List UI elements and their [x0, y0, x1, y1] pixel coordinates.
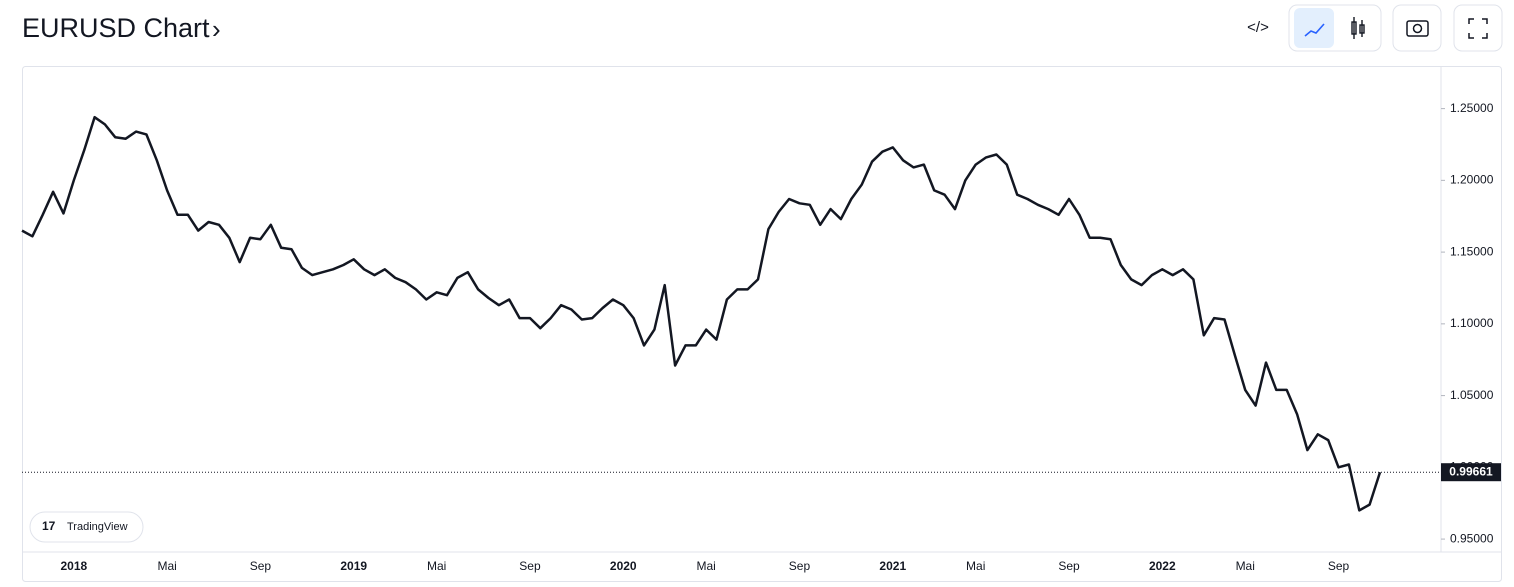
y-tick-label: 1.15000	[1450, 244, 1494, 258]
brand-name: TradingView	[67, 521, 128, 533]
y-tick-label: 1.05000	[1450, 388, 1494, 402]
x-tick-label: Mai	[157, 559, 176, 573]
x-tick-label: Mai	[427, 559, 446, 573]
candle-style-button[interactable]	[1351, 17, 1365, 39]
chart-frame	[22, 66, 1502, 582]
brand-badge[interactable]	[29, 511, 144, 543]
price-line	[21, 115, 1382, 512]
x-tick-label: Mai	[1236, 559, 1255, 573]
y-tick-label: 1.20000	[1450, 173, 1494, 187]
x-tick-label: Mai	[697, 559, 716, 573]
camera-icon	[1406, 20, 1429, 37]
last-price-tag	[1441, 463, 1501, 482]
x-tick-label: 2021	[879, 559, 906, 573]
x-tick-label: Sep	[1328, 559, 1350, 573]
y-tick-label: 0.95000	[1450, 531, 1494, 545]
x-tick-label: 2020	[610, 559, 637, 573]
embed-button[interactable]: </>	[1247, 19, 1269, 36]
x-tick-label: 2019	[340, 559, 367, 573]
x-tick-label: Sep	[789, 559, 811, 573]
x-tick-label: Sep	[250, 559, 272, 573]
x-tick-label: Mai	[966, 559, 985, 573]
plot	[21, 115, 1441, 512]
snapshot-button[interactable]	[1392, 4, 1442, 52]
last-price-label: 0.99661	[1449, 464, 1493, 478]
svg-text:</>: </>	[1247, 19, 1269, 36]
fullscreen-button[interactable]	[1453, 4, 1503, 52]
brand-logo: 17	[42, 519, 56, 533]
y-tick-label: 1.25000	[1450, 101, 1494, 115]
x-tick-label: Sep	[1058, 559, 1080, 573]
x-tick-label: Sep	[519, 559, 541, 573]
x-tick-label: 2018	[60, 559, 87, 573]
fullscreen-icon	[1468, 18, 1488, 39]
title-chevron[interactable]: ›	[212, 14, 221, 44]
x-tick-label: 2022	[1149, 559, 1176, 573]
chart-title[interactable]: EURUSD Chart	[22, 13, 210, 43]
y-tick-label: 1.10000	[1450, 316, 1494, 330]
line-style-button[interactable]	[1294, 8, 1334, 48]
line-icon	[1304, 23, 1325, 37]
